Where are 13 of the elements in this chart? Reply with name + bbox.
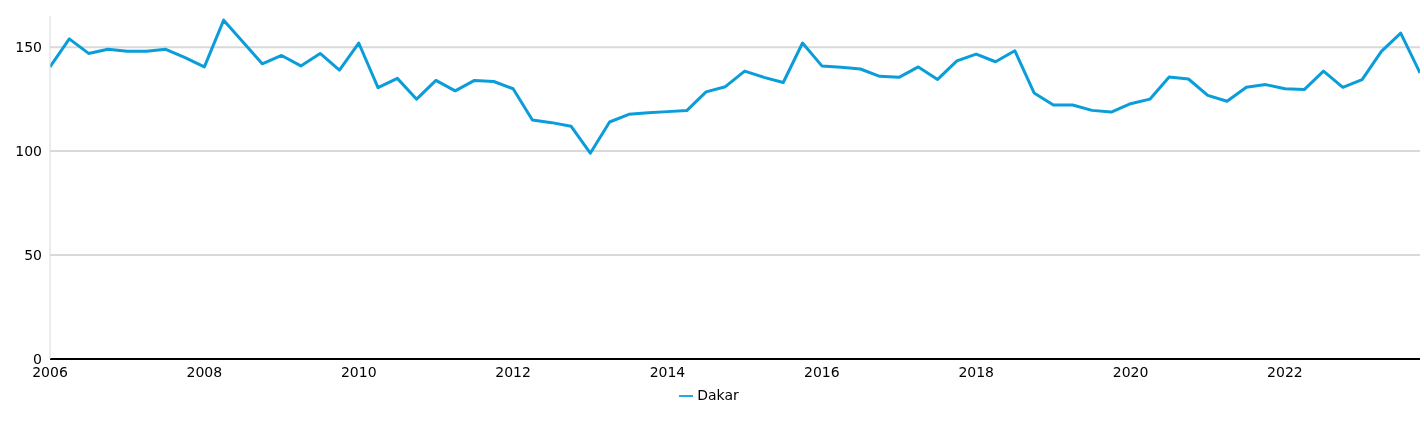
x-tick-label: 2010: [340, 363, 377, 380]
y-tick-label: 50: [24, 247, 42, 264]
x-tick-label: 2008: [186, 363, 223, 380]
x-tick-label: 2018: [958, 363, 995, 380]
line-series: [50, 18, 1420, 155]
y-tick-label: 150: [15, 39, 42, 56]
x-tick-label: 2014: [649, 363, 686, 380]
x-tick-label: 2012: [495, 363, 531, 380]
x-tick-label: 2020: [1112, 363, 1149, 380]
x-tick-label: 2016: [804, 363, 840, 380]
x-tick-label: 2022: [1267, 363, 1303, 380]
legend-label: Dakar: [697, 387, 739, 403]
y-tick-label: 100: [15, 143, 42, 160]
